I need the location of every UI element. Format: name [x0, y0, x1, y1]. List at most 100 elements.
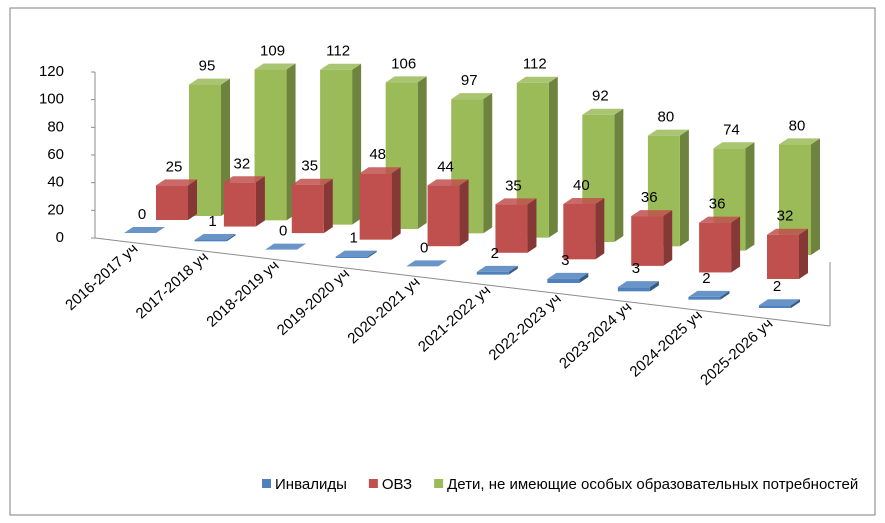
y-tick-label: 60: [47, 146, 64, 163]
bar-side: [367, 250, 377, 258]
bar-top: [495, 198, 537, 205]
value-label: 36: [641, 189, 658, 206]
value-label: 36: [709, 196, 726, 213]
bar-top: [582, 108, 624, 115]
legend-label: Дети, не имеющие особых образовательных …: [447, 476, 858, 493]
bar-side: [527, 198, 537, 253]
bar-front: [688, 296, 721, 300]
bar-top: [547, 272, 589, 279]
bar-side: [731, 216, 741, 273]
bar: [688, 290, 730, 300]
value-label: 35: [505, 177, 522, 194]
bar-front: [547, 278, 580, 283]
bar: [427, 179, 469, 247]
bar-top: [335, 250, 377, 257]
legend-swatch: [434, 479, 444, 488]
bar-side: [679, 129, 689, 247]
bar-top: [427, 179, 469, 186]
value-label: 48: [369, 146, 386, 163]
value-label: 25: [166, 158, 183, 175]
bar: [759, 299, 800, 308]
bar-side: [548, 76, 558, 238]
value-label: 92: [592, 88, 609, 105]
bar: [699, 216, 741, 273]
bar-top: [291, 178, 333, 185]
bar-top: [265, 243, 307, 250]
bar-side: [286, 63, 296, 221]
bar-top: [699, 216, 741, 223]
bar: [617, 281, 659, 292]
bar-top: [713, 142, 755, 149]
value-label: 3: [561, 252, 569, 269]
bar-side: [799, 228, 808, 279]
bar-top: [320, 63, 362, 70]
value-label: 0: [138, 206, 146, 223]
value-label: 2: [773, 278, 781, 295]
bar-top: [359, 167, 401, 174]
value-label: 112: [523, 56, 547, 73]
bar-side: [417, 76, 427, 229]
bar-side: [226, 233, 236, 242]
bar-front: [495, 204, 528, 253]
bar-side: [595, 198, 605, 260]
bar-top: [759, 299, 800, 306]
bar-side: [483, 93, 493, 234]
y-tick-label: 20: [47, 201, 64, 218]
bar-front: [563, 204, 596, 260]
bar-front: [194, 239, 227, 242]
bar: [335, 250, 377, 258]
bar-side: [663, 210, 673, 266]
bar-top: [406, 260, 448, 267]
bar-front: [427, 185, 460, 247]
bar-top: [124, 227, 165, 233]
bar-top: [194, 233, 236, 240]
bar-top: [156, 179, 197, 186]
bar-side: [649, 281, 659, 292]
y-tick-label: 40: [47, 174, 64, 191]
bar-top: [451, 93, 493, 100]
bar-side: [579, 272, 589, 283]
bar-top: [563, 198, 605, 204]
bar-top: [688, 290, 730, 297]
bar-side: [352, 63, 362, 225]
bar-top: [223, 176, 265, 183]
bar: [406, 260, 448, 267]
bar-front: [617, 287, 650, 292]
value-label: 80: [789, 117, 806, 134]
value-label: 74: [723, 121, 740, 138]
bar-top: [189, 78, 230, 85]
bar: [291, 178, 333, 234]
bar: [265, 243, 307, 250]
bar: [124, 227, 165, 233]
bar-top: [647, 129, 689, 136]
bar-side: [791, 299, 800, 308]
bar-top: [476, 265, 518, 272]
bar: [767, 228, 808, 279]
legend-label: ОВЗ: [382, 476, 412, 493]
bar-side: [614, 108, 624, 242]
value-label: 2: [702, 270, 710, 287]
bar-front: [291, 184, 324, 234]
bar: [194, 233, 236, 242]
value-label: 32: [777, 208, 794, 225]
value-label: 112: [326, 43, 350, 60]
bar-front: [223, 182, 256, 227]
bar-top: [767, 228, 808, 235]
y-tick-label: 80: [47, 118, 64, 135]
bar-side: [255, 176, 265, 227]
legend-swatch: [262, 479, 271, 488]
bar-front: [699, 222, 732, 273]
value-label: 97: [461, 72, 478, 89]
bar: [156, 179, 197, 220]
y-tick-label: 120: [39, 63, 64, 80]
bar-side: [720, 290, 730, 300]
floor-front-edge: [94, 237, 831, 327]
bar: [476, 265, 518, 275]
bar: [563, 198, 605, 260]
y-tick-label: 100: [39, 91, 64, 108]
value-label: 95: [199, 58, 216, 75]
bar: [451, 93, 493, 234]
legend: Инвалиды ОВЗ Дети, не имеющие особых образ…: [262, 476, 858, 493]
bar-top: [631, 210, 673, 217]
